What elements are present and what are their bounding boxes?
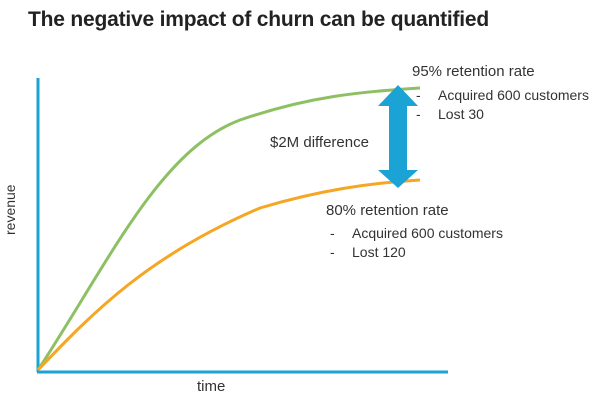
scenario-80-points: - Acquired 600 customers - Lost 120 (330, 224, 503, 262)
x-axis-label: time (197, 378, 226, 395)
list-item: - Lost 120 (330, 244, 406, 260)
curve-80-retention (36, 178, 421, 372)
list-item: - Acquired 600 customers (330, 225, 503, 241)
scenario-80-label: 80% retention rate (326, 202, 449, 219)
list-item: - Lost 30 (416, 106, 484, 122)
page-title: The negative impact of churn can be quan… (28, 8, 490, 31)
list-item: - Acquired 600 customers (416, 87, 589, 103)
curve-95-retention (36, 86, 421, 371)
difference-arrow (378, 85, 418, 188)
scenario-95-points: - Acquired 600 customers - Lost 30 (416, 86, 589, 124)
difference-label: $2M difference (270, 134, 369, 151)
scenario-95-label: 95% retention rate (412, 63, 535, 80)
y-axis-label: revenue (2, 184, 18, 235)
